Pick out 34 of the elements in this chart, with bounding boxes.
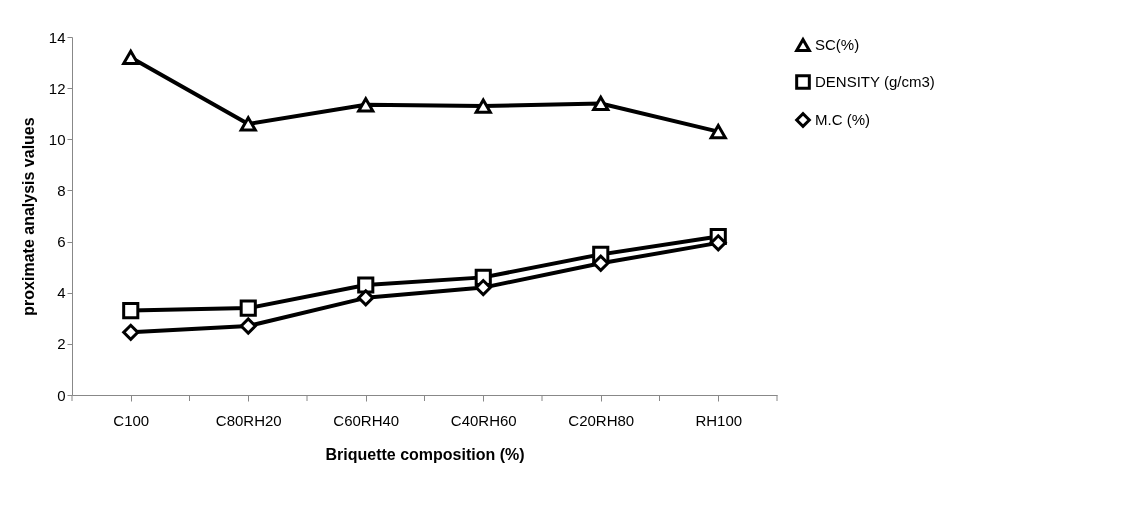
x-tick-label: C40RH60 (450, 411, 517, 429)
y-axis-title: proximate analysis values (19, 117, 37, 316)
y-tick-label: 8 (57, 181, 66, 199)
point (592, 254, 610, 272)
point (357, 289, 375, 307)
point (709, 234, 727, 252)
x-tick-label: C20RH80 (568, 411, 635, 429)
legend-label: M.C (%) (815, 111, 870, 128)
x-tick-label: C60RH40 (333, 411, 400, 429)
y-tick-label: 4 (57, 284, 66, 302)
legend-label: SC(%) (815, 36, 860, 53)
y-tick-label: 10 (48, 130, 66, 148)
point (474, 98, 492, 114)
y-tick-label: 2 (57, 335, 66, 353)
point (239, 116, 257, 132)
y-tick-label: 14 (48, 28, 66, 46)
point (474, 279, 492, 297)
x-tick-label: C80RH20 (215, 411, 282, 429)
point (592, 95, 610, 112)
x-tick-label: RH100 (695, 411, 743, 429)
point (357, 276, 375, 294)
point (709, 123, 727, 140)
x-axis-title: Briquette composition (%) (325, 445, 525, 463)
point (122, 49, 140, 66)
point (122, 302, 140, 320)
y-tick-label: 6 (57, 233, 66, 251)
x-tick-label: C100 (113, 411, 150, 429)
point (122, 323, 140, 341)
y-tick-label: 0 (57, 386, 66, 404)
point (239, 299, 257, 317)
point (239, 317, 257, 335)
point (357, 97, 375, 113)
y-tick-label: 12 (48, 79, 66, 97)
legend-label: DENSITY (g/cm3) (815, 73, 935, 90)
